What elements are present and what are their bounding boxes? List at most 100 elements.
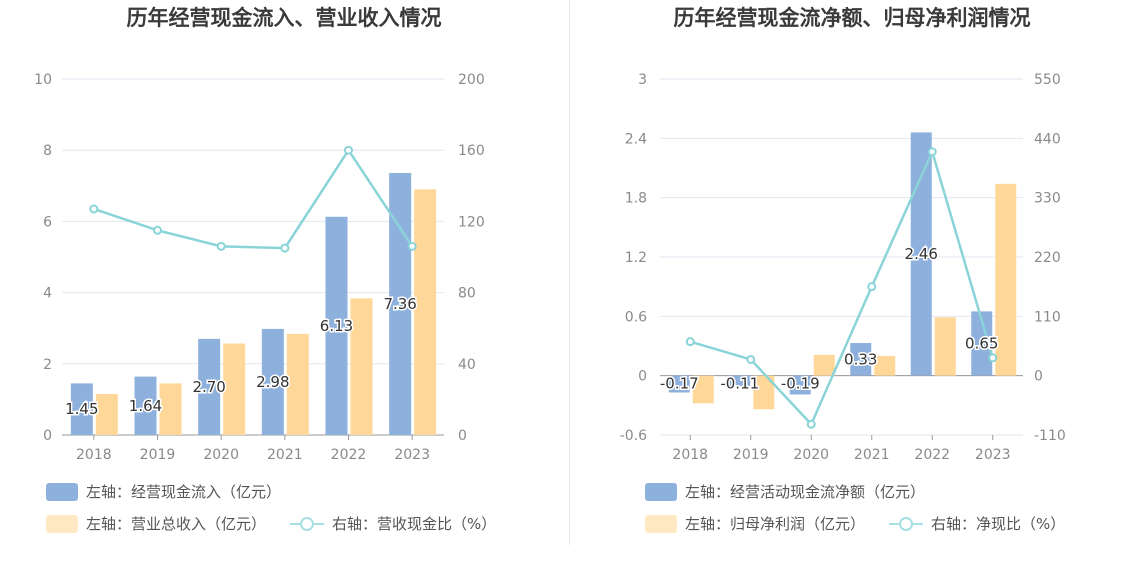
x-tick-label: 2019 xyxy=(140,447,176,463)
legend-row-1: 左轴：经营活动现金流净额（亿元） xyxy=(645,481,925,502)
bar-primary xyxy=(850,343,872,376)
bar-secondary xyxy=(934,317,956,376)
bar-secondary xyxy=(223,343,246,435)
chart-title: 历年经营现金流净额、归母净利润情况 xyxy=(673,6,1031,30)
data-label: 0.65 xyxy=(965,335,998,353)
y-left-tick-label: 1.8 xyxy=(625,191,647,207)
data-label: 1.45 xyxy=(65,400,98,418)
legend-swatch-revenue[interactable] xyxy=(46,514,78,533)
bar-secondary xyxy=(95,394,118,435)
x-tick-label: 2022 xyxy=(331,447,367,463)
data-label: 7.36 xyxy=(383,295,416,313)
y-left-tick-label: 4 xyxy=(43,286,52,302)
y-left-tick-label: 10 xyxy=(34,72,52,88)
legend-swatch-net-profit[interactable] xyxy=(645,514,677,533)
line-point xyxy=(280,243,290,253)
line-point xyxy=(927,147,937,157)
bar-primary xyxy=(729,375,751,387)
line-series xyxy=(689,148,994,427)
line-point xyxy=(988,353,998,363)
y-right-tick-label: 220 xyxy=(1034,250,1061,266)
bar-primary xyxy=(325,216,348,435)
y-left-tick-label: 2.4 xyxy=(625,131,647,147)
legend-row-1: 左轴：经营现金流入（亿元） xyxy=(46,481,281,502)
data-label: -0.17 xyxy=(660,375,699,393)
legend-swatch-net-cashflow[interactable] xyxy=(645,482,677,501)
data-label: -0.19 xyxy=(781,375,820,393)
y-left-tick-label: 0 xyxy=(43,428,52,444)
line-point xyxy=(685,337,695,347)
bar-primary xyxy=(668,375,690,393)
y-left-tick-label: 0 xyxy=(638,369,647,385)
y-right-tick-label: 80 xyxy=(458,286,476,302)
line-point xyxy=(806,419,816,429)
y-right-tick-label: 160 xyxy=(458,143,485,159)
legend-label-net-cashflow[interactable]: 左轴：经营活动现金流净额（亿元） xyxy=(685,483,926,501)
chart-plot-cashflow-revenue: 0 2 4 6 8 10 0 40 80 120 160 200 2018 2019 2020 2021 202… xyxy=(34,72,485,463)
bar-secondary xyxy=(350,298,373,435)
data-label: -0.11 xyxy=(720,375,759,393)
bar-primary xyxy=(134,376,157,435)
y-right-tick-label: 40 xyxy=(458,357,476,373)
bar-secondary xyxy=(414,189,437,435)
line-point xyxy=(153,225,162,235)
line-point xyxy=(407,241,417,251)
legend-row-2: 左轴：营业总收入（亿元） 右轴：营收现金比（%） xyxy=(46,513,496,534)
bar-primary xyxy=(70,383,93,435)
y-left-tick-label: 0.6 xyxy=(625,309,647,325)
line-point xyxy=(867,282,877,292)
x-tick-label: 2021 xyxy=(854,447,890,463)
bar-secondary xyxy=(286,333,309,435)
x-tick-label: 2020 xyxy=(203,447,239,463)
y-left-tick-label: 1.2 xyxy=(625,250,647,266)
chart-panel-cashflow-revenue: 历年经营现金流入、营业收入情况 0 2 4 6 8 10 0 40 80 120 160 200 201… xyxy=(34,6,496,534)
line-point xyxy=(89,204,99,214)
bar-secondary xyxy=(159,383,182,435)
chart-panel-netcash-profit: 历年经营现金流净额、归母净利润情况 -0.6 0 0.6 1.2 1.8 2.4 3 -110… xyxy=(570,0,1134,582)
y-right-tick-label: 0 xyxy=(458,428,467,444)
legend-label-net-profit[interactable]: 左轴：归母净利润（亿元） xyxy=(685,515,866,533)
legend-swatch-net-cash-ratio[interactable] xyxy=(889,515,924,533)
x-tick-label: 2021 xyxy=(267,447,303,463)
x-tick-label: 2020 xyxy=(793,447,829,463)
bar-primary xyxy=(971,311,993,376)
y-right-tick-label: 200 xyxy=(458,72,485,88)
y-left-tick-label: 2 xyxy=(43,357,52,373)
legend-label-net-cash-ratio[interactable]: 右轴：净现比（%） xyxy=(931,515,1066,533)
legend-swatch-revenue-cash-ratio[interactable] xyxy=(290,515,325,533)
y-right-tick-label: 330 xyxy=(1034,191,1061,207)
y-right-tick-label: 0 xyxy=(1034,369,1043,385)
legend-label-cash-inflow[interactable]: 左轴：经营现金流入（亿元） xyxy=(86,483,282,501)
x-tick-label: 2022 xyxy=(914,447,950,463)
bar-primary xyxy=(910,132,932,376)
chart-title: 历年经营现金流入、营业收入情况 xyxy=(126,6,442,30)
y-right-tick-label: 120 xyxy=(458,214,485,230)
line-point xyxy=(344,145,353,155)
bar-secondary xyxy=(813,354,835,376)
data-label: 2.70 xyxy=(192,378,225,396)
y-right-tick-label: 110 xyxy=(1034,309,1061,325)
legend-label-revenue-cash-ratio[interactable]: 右轴：营收现金比（%） xyxy=(332,515,497,533)
y-left-tick-label: 3 xyxy=(638,72,647,88)
legend-row-2: 左轴：归母净利润（亿元） 右轴：净现比（%） xyxy=(645,513,1065,534)
data-label: 2.98 xyxy=(256,373,289,391)
bar-secondary xyxy=(995,183,1017,376)
legend-label-revenue[interactable]: 左轴：营业总收入（亿元） xyxy=(86,515,267,533)
y-right-tick-label: 550 xyxy=(1034,72,1061,88)
y-right-tick-label: -110 xyxy=(1034,428,1066,444)
line-point xyxy=(216,241,226,251)
panel-divider xyxy=(569,0,570,545)
x-tick-label: 2023 xyxy=(394,447,430,463)
x-tick-label: 2018 xyxy=(76,447,112,463)
line-point xyxy=(746,354,756,364)
y-left-tick-label: 6 xyxy=(43,214,52,230)
bar-secondary xyxy=(874,355,896,376)
line-series xyxy=(93,147,414,250)
bar-secondary xyxy=(753,375,775,410)
y-right-tick-label: 440 xyxy=(1034,131,1061,147)
bar-primary xyxy=(789,375,811,395)
data-label: 2.46 xyxy=(905,245,938,263)
x-tick-label: 2019 xyxy=(733,447,769,463)
bar-primary xyxy=(261,328,284,435)
legend-swatch-cash-inflow[interactable] xyxy=(46,482,78,501)
